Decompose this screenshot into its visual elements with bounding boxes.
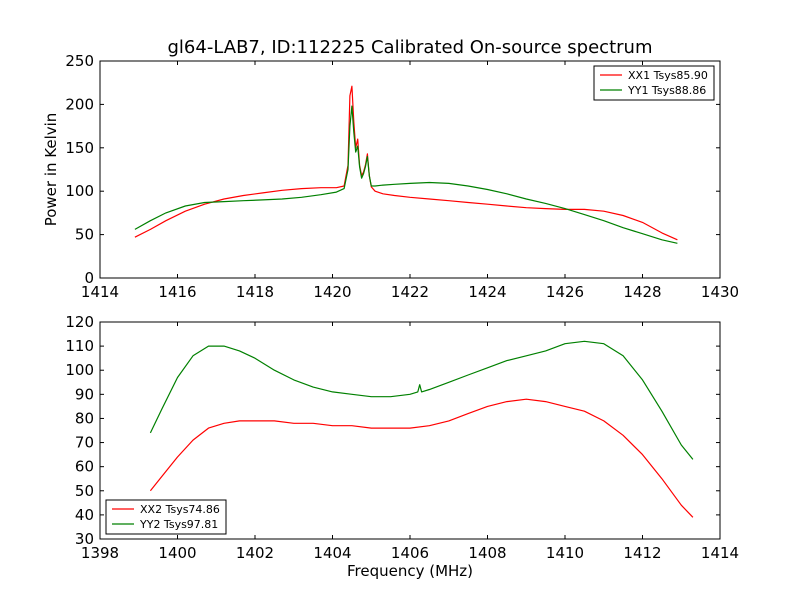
y-tick-label: 250 <box>65 52 94 70</box>
x-tick-label: 1424 <box>468 283 506 301</box>
y-tick-label: 100 <box>65 361 94 379</box>
x-axis-label: Frequency (MHz) <box>347 562 473 580</box>
legend-box <box>593 65 715 101</box>
x-tick-label: 1400 <box>158 544 196 562</box>
y-tick-label: 40 <box>75 506 94 524</box>
legend-label: YY1 Tsys88.86 <box>627 84 706 97</box>
x-tick-label: 1428 <box>623 283 661 301</box>
x-tick-label: 1430 <box>701 283 739 301</box>
legend: XX1 Tsys85.90 YY1 Tsys88.86 <box>593 65 715 101</box>
x-tick-label: 1404 <box>313 544 351 562</box>
y-axis-label: Power in Kelvin <box>42 113 60 227</box>
x-tick-label: 1410 <box>546 544 584 562</box>
x-tick-label: 1426 <box>546 283 584 301</box>
series-line-1-2 <box>134 105 678 244</box>
y-tick-label: 70 <box>75 434 94 452</box>
legend-label: XX2 Tsys74.86 <box>140 503 220 516</box>
x-tick-label: 1422 <box>391 283 429 301</box>
series-line-2-2 <box>149 340 694 460</box>
x-tick-label: 1414 <box>81 283 119 301</box>
legend-label: XX1 Tsys85.90 <box>628 69 708 82</box>
x-tick-label: 1402 <box>236 544 274 562</box>
y-tick-label: 0 <box>84 269 94 287</box>
y-tick-label: 150 <box>65 139 94 157</box>
y-tick-label: 80 <box>75 409 94 427</box>
legend-box <box>105 499 227 535</box>
y-tick-label: 30 <box>75 530 94 548</box>
bottom-panel: 1398 1400 1402 1404 1406 1408 1410 1412 1414 30 40… <box>65 313 739 580</box>
y-tick-label: 60 <box>75 458 94 476</box>
x-tick-label: 1412 <box>623 544 661 562</box>
y-tick-label: 50 <box>75 482 94 500</box>
x-tick-label: 1406 <box>391 544 429 562</box>
y-tick-label: 50 <box>75 226 94 244</box>
x-tick-label: 1420 <box>313 283 351 301</box>
legend-label: YY2 Tsys97.81 <box>139 518 218 531</box>
x-tick-label: 1418 <box>236 283 274 301</box>
x-tick-label: 1398 <box>81 544 119 562</box>
x-tick-label: 1416 <box>158 283 196 301</box>
x-tick-label: 1408 <box>468 544 506 562</box>
y-tick-label: 110 <box>65 337 94 355</box>
series-line-2-1 <box>149 398 694 518</box>
y-tick-label: 100 <box>65 182 94 200</box>
x-tick-label: 1414 <box>701 544 739 562</box>
y-tick-label: 200 <box>65 95 94 113</box>
legend: XX2 Tsys74.86 YY2 Tsys97.81 <box>105 499 227 535</box>
y-tick-label: 90 <box>75 385 94 403</box>
figure-title: gl64-LAB7, ID:112225 Calibrated On-sourc… <box>168 37 653 58</box>
y-tick-label: 120 <box>65 313 94 331</box>
top-panel: 1414 1416 1418 1420 1422 1424 1426 1428 1430 0 50 1… <box>42 52 739 301</box>
